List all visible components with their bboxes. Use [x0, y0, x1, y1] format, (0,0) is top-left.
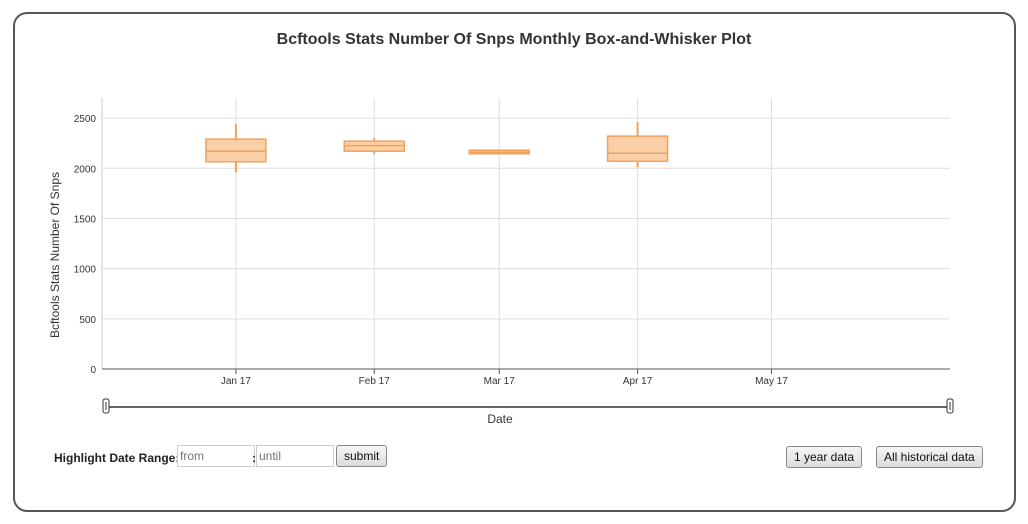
y-tick-label: 0 [90, 365, 96, 376]
box-iqr [606, 135, 669, 162]
from-date-input[interactable] [177, 445, 255, 467]
y-tick-label: 1500 [74, 214, 97, 225]
x-tick-label: Apr 17 [623, 376, 653, 387]
x-tick-label: Mar 17 [484, 376, 516, 387]
box-iqr [205, 138, 267, 163]
y-tick-label: 1000 [74, 265, 97, 276]
y-tick-label: 500 [79, 315, 96, 326]
one-year-data-button[interactable]: 1 year data [786, 446, 863, 468]
submit-button[interactable]: submit [336, 445, 388, 467]
x-tick-label: May 17 [755, 376, 788, 387]
all-historical-data-button[interactable]: All historical data [876, 446, 983, 468]
range-separator: : [252, 451, 256, 465]
y-tick-label: 2000 [74, 164, 97, 175]
highlight-range-label: Highlight Date Range: [54, 451, 180, 465]
x-axis-label: Date [487, 412, 513, 426]
chart-panel [13, 12, 1016, 512]
x-tick-label: Jan 17 [221, 376, 251, 387]
chart-title: Bcftools Stats Number Of Snps Monthly Bo… [276, 31, 752, 48]
until-date-input[interactable] [256, 445, 334, 467]
x-tick-label: Feb 17 [359, 376, 391, 387]
y-tick-label: 2500 [74, 114, 97, 125]
